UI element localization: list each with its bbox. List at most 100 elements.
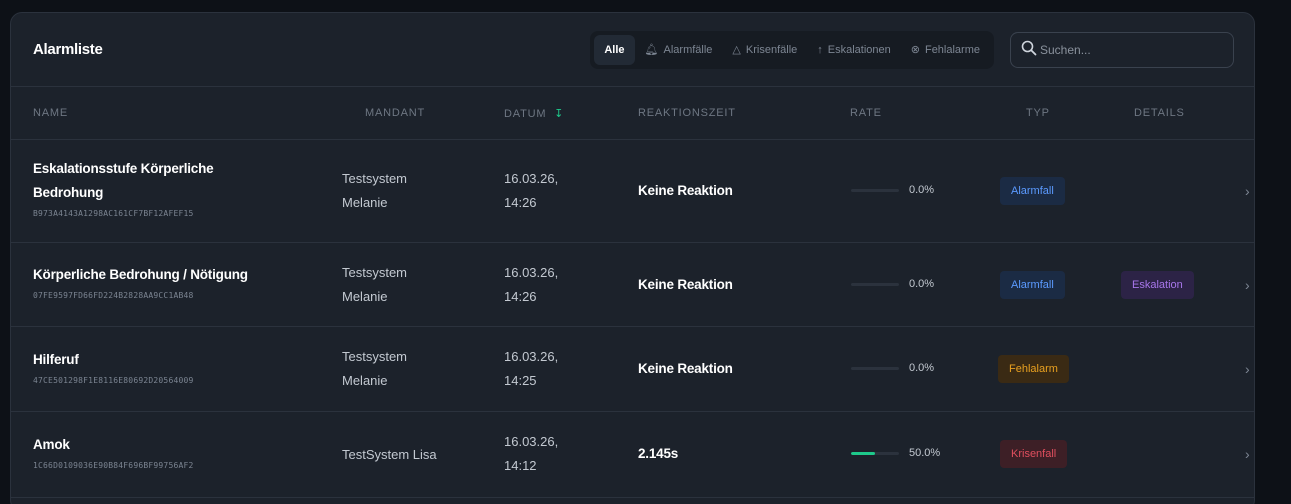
alarm-list-panel: Alarmliste Alle 🔔︎ Alarmfälle △ Krisenfä… [10, 12, 1255, 504]
table-row[interactable]: Eskalationsstufe Körperliche Bedrohung B… [11, 140, 1254, 243]
reaction-time: Keine Reaktion [638, 361, 733, 376]
col-datum-label: DATUM [504, 107, 547, 120]
table-row[interactable]: Amok 1C66D0109036E90B84F696BF99756AF2 Te… [11, 412, 1254, 498]
mandant-cell: Testsystem Melanie [342, 167, 407, 215]
bell-icon: 🔔︎ [644, 44, 659, 56]
name-cell: Eskalationsstufe Körperliche Bedrohung B… [33, 157, 214, 218]
alarm-id: 07FE9597FD66FD224B2828AA9CC1AB48 [33, 291, 194, 300]
mandant-cell: Testsystem Melanie [342, 261, 407, 309]
chevron-right-icon[interactable]: › [1245, 277, 1250, 293]
rate-value: 0.0% [909, 184, 935, 196]
date-cell: 16.03.26, 14:12 [504, 430, 558, 478]
col-reaktionszeit[interactable]: REAKTIONSZEIT [638, 107, 736, 119]
alarm-name: Amok [33, 437, 70, 452]
mandant-cell: Testsystem Melanie [342, 345, 407, 393]
filter-eskalationen[interactable]: ↑ Eskalationen [807, 35, 901, 65]
time: 14:26 [504, 195, 537, 210]
alarm-name: Körperliche Bedrohung / Nötigung [33, 267, 248, 282]
filter-krisenfaelle-label: Krisenfälle [745, 43, 798, 56]
rate-value: 50.0% [909, 447, 941, 459]
filter-eskalationen-label: Eskalationen [827, 43, 891, 56]
rate-bar [851, 366, 899, 370]
rate-cell: 0.0% [851, 184, 934, 196]
mandant-line2: Melanie [342, 289, 388, 304]
panel-header: Alarmliste Alle 🔔︎ Alarmfälle △ Krisenfä… [11, 13, 1254, 87]
escalation-badge: Eskalation [1121, 271, 1194, 299]
search-icon [1021, 40, 1037, 60]
rate-bar [851, 188, 899, 192]
time: 14:25 [504, 373, 537, 388]
type-badge: Krisenfall [1000, 440, 1068, 468]
chevron-right-icon[interactable]: › [1245, 446, 1250, 462]
type-cell: Fehlalarm [998, 355, 1069, 383]
filter-fehlalarme[interactable]: ⊗ Fehlalarme [901, 35, 990, 65]
sort-desc-icon[interactable]: ↧ [554, 107, 565, 120]
mandant-line2: Melanie [342, 373, 388, 388]
filter-fehlalarme-label: Fehlalarme [924, 43, 980, 56]
alarm-id: 1C66D0109036E90B84F696BF99756AF2 [33, 461, 194, 470]
alarm-id: 47CE501298F1E8116E80692D20564009 [33, 376, 194, 385]
search-input[interactable] [1040, 42, 1220, 57]
page-title: Alarmliste [33, 41, 103, 58]
mandant-line1: Testsystem [342, 265, 408, 280]
rate-bar [851, 451, 899, 455]
chevron-right-icon[interactable]: › [1245, 361, 1250, 377]
date-cell: 16.03.26, 14:25 [504, 345, 558, 393]
rate-cell: 0.0% [851, 278, 934, 290]
col-name[interactable]: NAME [33, 107, 68, 119]
circle-x-icon: ⊗ [910, 44, 920, 56]
filter-alarmfaelle-label: Alarmfälle [663, 43, 713, 56]
col-rate[interactable]: RATE [850, 107, 882, 119]
date: 16.03.26, [504, 349, 559, 364]
col-typ[interactable]: TYP [1026, 107, 1050, 119]
col-datum[interactable]: DATUM ↧ [504, 107, 564, 120]
arrow-up-icon: ↑ [817, 43, 823, 56]
reaction-time: Keine Reaktion [638, 277, 733, 292]
chevron-right-icon[interactable]: › [1245, 183, 1250, 199]
name-cell: Amok 1C66D0109036E90B84F696BF99756AF2 [33, 433, 194, 470]
rate-bar-fill [851, 451, 875, 455]
rate-cell: 0.0% [851, 362, 934, 374]
col-mandant[interactable]: MANDANT [365, 107, 425, 119]
alarm-name: Eskalationsstufe Körperliche [33, 161, 214, 176]
alarm-name-line2: Bedrohung [33, 185, 104, 200]
date-cell: 16.03.26, 14:26 [504, 261, 558, 309]
filter-all-label: Alle [604, 43, 625, 56]
mandant-line2: Melanie [342, 195, 388, 210]
rate-value: 0.0% [909, 278, 935, 290]
search-box[interactable] [1010, 31, 1234, 68]
type-cell: Krisenfall [1000, 440, 1068, 468]
rate-bar [851, 282, 899, 286]
type-cell: Alarmfall [1000, 177, 1065, 205]
alarm-id: B973A4143A1298AC161CF7BF12AFEF15 [33, 209, 194, 218]
filter-krisenfaelle[interactable]: △ Krisenfälle [722, 35, 807, 65]
type-badge: Alarmfall [1000, 271, 1065, 299]
table-header: NAME MANDANT DATUM ↧ REAKTIONSZEIT RATE … [11, 87, 1254, 140]
alarm-name: Hilferuf [33, 352, 79, 367]
reaction-time: Keine Reaktion [638, 183, 733, 198]
name-cell: Hilferuf 47CE501298F1E8116E80692D2056400… [33, 348, 194, 385]
date-cell: 16.03.26, 14:26 [504, 167, 558, 215]
reaction-time: 2.145s [638, 446, 679, 461]
rate-value: 0.0% [909, 362, 935, 374]
date: 16.03.26, [504, 434, 559, 449]
filter-segmented-control: Alle 🔔︎ Alarmfälle △ Krisenfälle ↑ Eskal… [590, 30, 994, 69]
col-details: DETAILS [1134, 107, 1185, 119]
date: 16.03.26, [504, 171, 559, 186]
table-row[interactable]: Hilferuf 47CE501298F1E8116E80692D2056400… [11, 327, 1254, 412]
time: 14:26 [504, 289, 537, 304]
filter-alarmfaelle[interactable]: 🔔︎ Alarmfälle [635, 35, 723, 65]
mandant-line1: Testsystem [342, 349, 408, 364]
mandant-line1: TestSystem Lisa [342, 447, 437, 462]
mandant-line1: Testsystem [342, 171, 408, 186]
filter-all[interactable]: Alle [594, 34, 635, 65]
time: 14:12 [504, 458, 537, 473]
type-cell: Alarmfall [1000, 271, 1065, 299]
rate-cell: 50.0% [851, 447, 940, 459]
warning-triangle-icon: △ [732, 44, 741, 56]
mandant-cell: TestSystem Lisa [342, 443, 437, 467]
name-cell: Körperliche Bedrohung / Nötigung 07FE959… [33, 263, 248, 300]
date: 16.03.26, [504, 265, 559, 280]
type-badge: Fehlalarm [998, 355, 1069, 383]
table-row[interactable]: Körperliche Bedrohung / Nötigung 07FE959… [11, 243, 1254, 327]
